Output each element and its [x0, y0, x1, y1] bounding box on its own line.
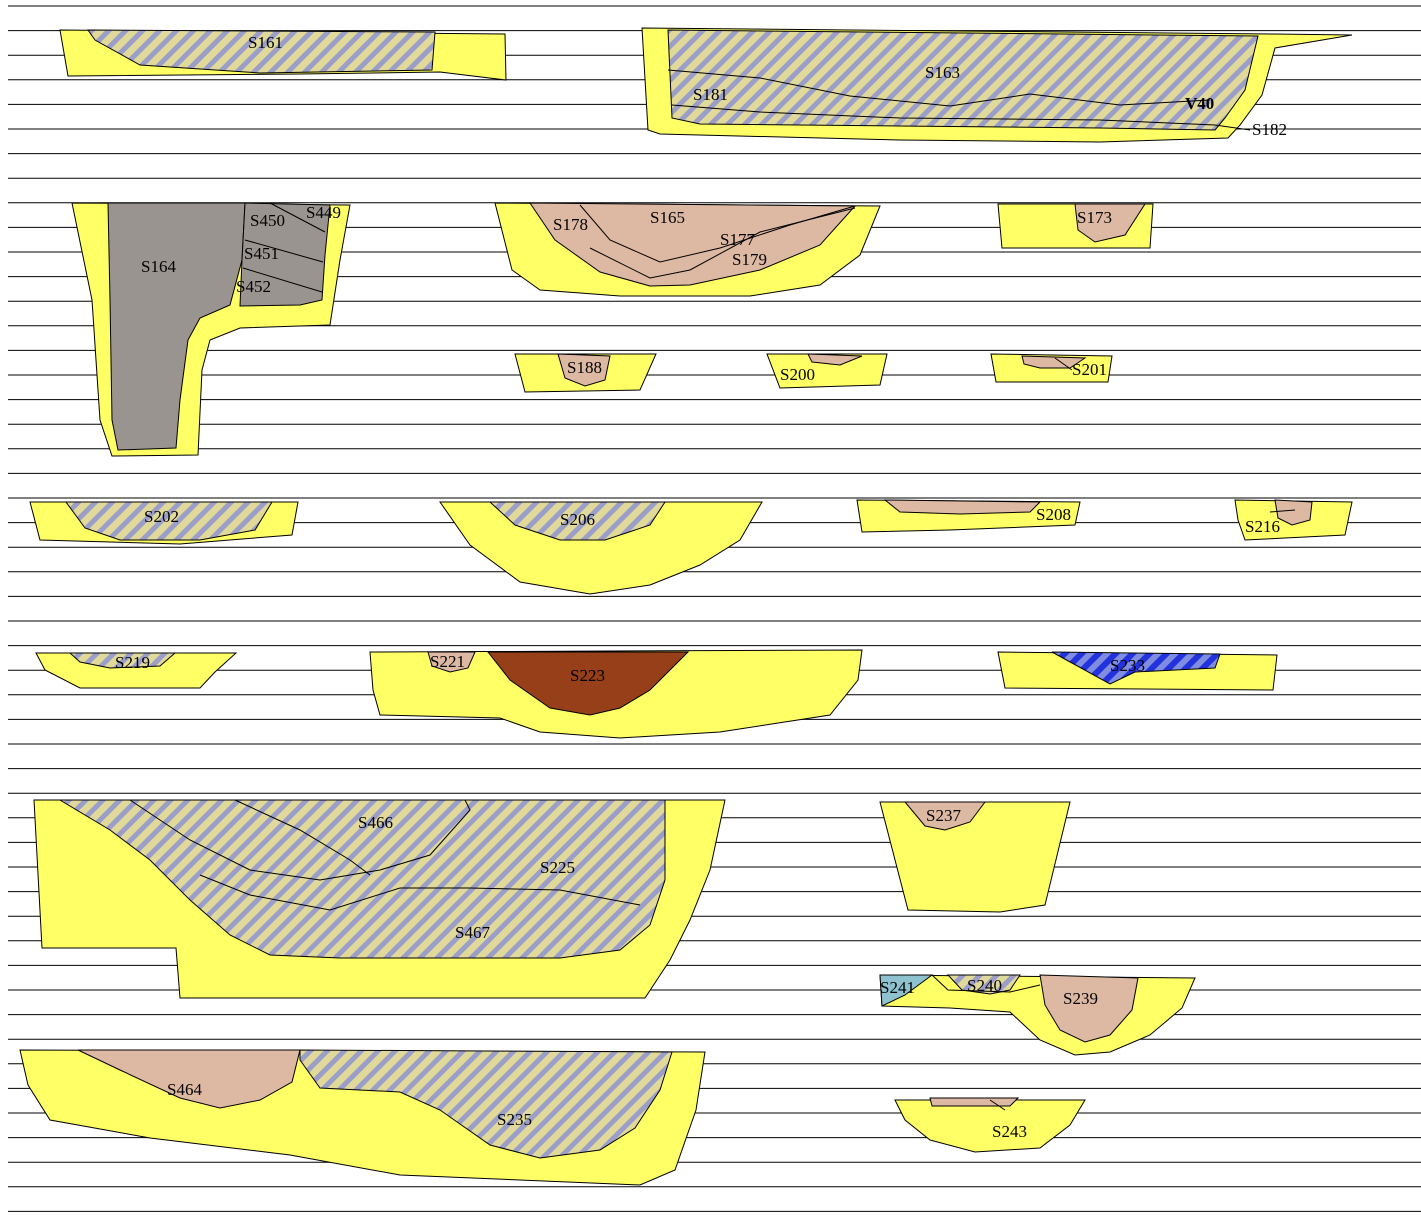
section-s201: S201: [990, 353, 1113, 383]
section-s164: S164 S450 S449 S451 S452: [71, 202, 351, 457]
section-s200: S200: [766, 353, 888, 389]
section-s243: S243: [894, 1097, 1086, 1153]
section-s208: S208: [856, 499, 1081, 533]
section-s225: S466 S225 S467: [33, 799, 726, 999]
section-s233: S233: [997, 651, 1278, 691]
section-s219: S219: [35, 652, 238, 689]
label-s466: S466: [358, 813, 393, 832]
label-s467: S467: [455, 923, 490, 942]
label-s202: S202: [144, 507, 179, 526]
label-v40: V40: [1185, 94, 1214, 113]
ruled-lines: [8, 5, 1421, 1212]
label-s201: S201: [1072, 360, 1107, 379]
label-s241: S241: [880, 978, 915, 997]
label-s182: S182: [1252, 120, 1287, 139]
section-s239: S241 S240 S239: [879, 974, 1196, 1056]
label-s206: S206: [560, 510, 595, 529]
label-s188: S188: [567, 358, 602, 377]
label-s178: S178: [553, 215, 588, 234]
section-s206: S206: [439, 501, 763, 595]
label-s181: S181: [693, 85, 728, 104]
section-s161: S161: [59, 29, 507, 81]
label-s219: S219: [115, 653, 150, 672]
label-s208: S208: [1036, 505, 1071, 524]
section-s223: S221 S223: [369, 649, 863, 739]
label-s243: S243: [992, 1122, 1027, 1141]
label-s163: S163: [925, 63, 960, 82]
label-s216: S216: [1245, 517, 1280, 536]
label-s239: S239: [1063, 989, 1098, 1008]
section-s235: S464 S235: [19, 1049, 706, 1186]
label-s449: S449: [306, 203, 341, 222]
label-s237: S237: [926, 806, 961, 825]
label-s225: S225: [540, 858, 575, 877]
label-s240: S240: [967, 976, 1002, 995]
label-s235: S235: [497, 1110, 532, 1129]
section-s163: S163 S181 V40 S182: [641, 27, 1353, 143]
section-s216: S216: [1234, 499, 1353, 541]
label-s200: S200: [780, 365, 815, 384]
label-s161: S161: [248, 33, 283, 52]
label-s223: S223: [570, 666, 605, 685]
label-s464: S464: [167, 1080, 202, 1099]
label-s233: S233: [1110, 656, 1145, 675]
label-s179: S179: [732, 250, 767, 269]
label-s177: S177: [720, 230, 755, 249]
label-s173: S173: [1077, 208, 1112, 227]
section-s188: S188: [514, 353, 657, 393]
label-s450: S450: [250, 211, 285, 230]
label-s164: S164: [141, 257, 176, 276]
label-s452: S452: [236, 277, 271, 296]
label-s165: S165: [650, 208, 685, 227]
section-s173: S173: [997, 203, 1154, 249]
label-s451: S451: [244, 244, 279, 263]
section-s237: S237: [879, 801, 1071, 913]
section-s165: S178 S165 S177 S179: [494, 202, 881, 297]
label-s221: S221: [430, 652, 465, 671]
section-s202: S202: [29, 501, 299, 545]
